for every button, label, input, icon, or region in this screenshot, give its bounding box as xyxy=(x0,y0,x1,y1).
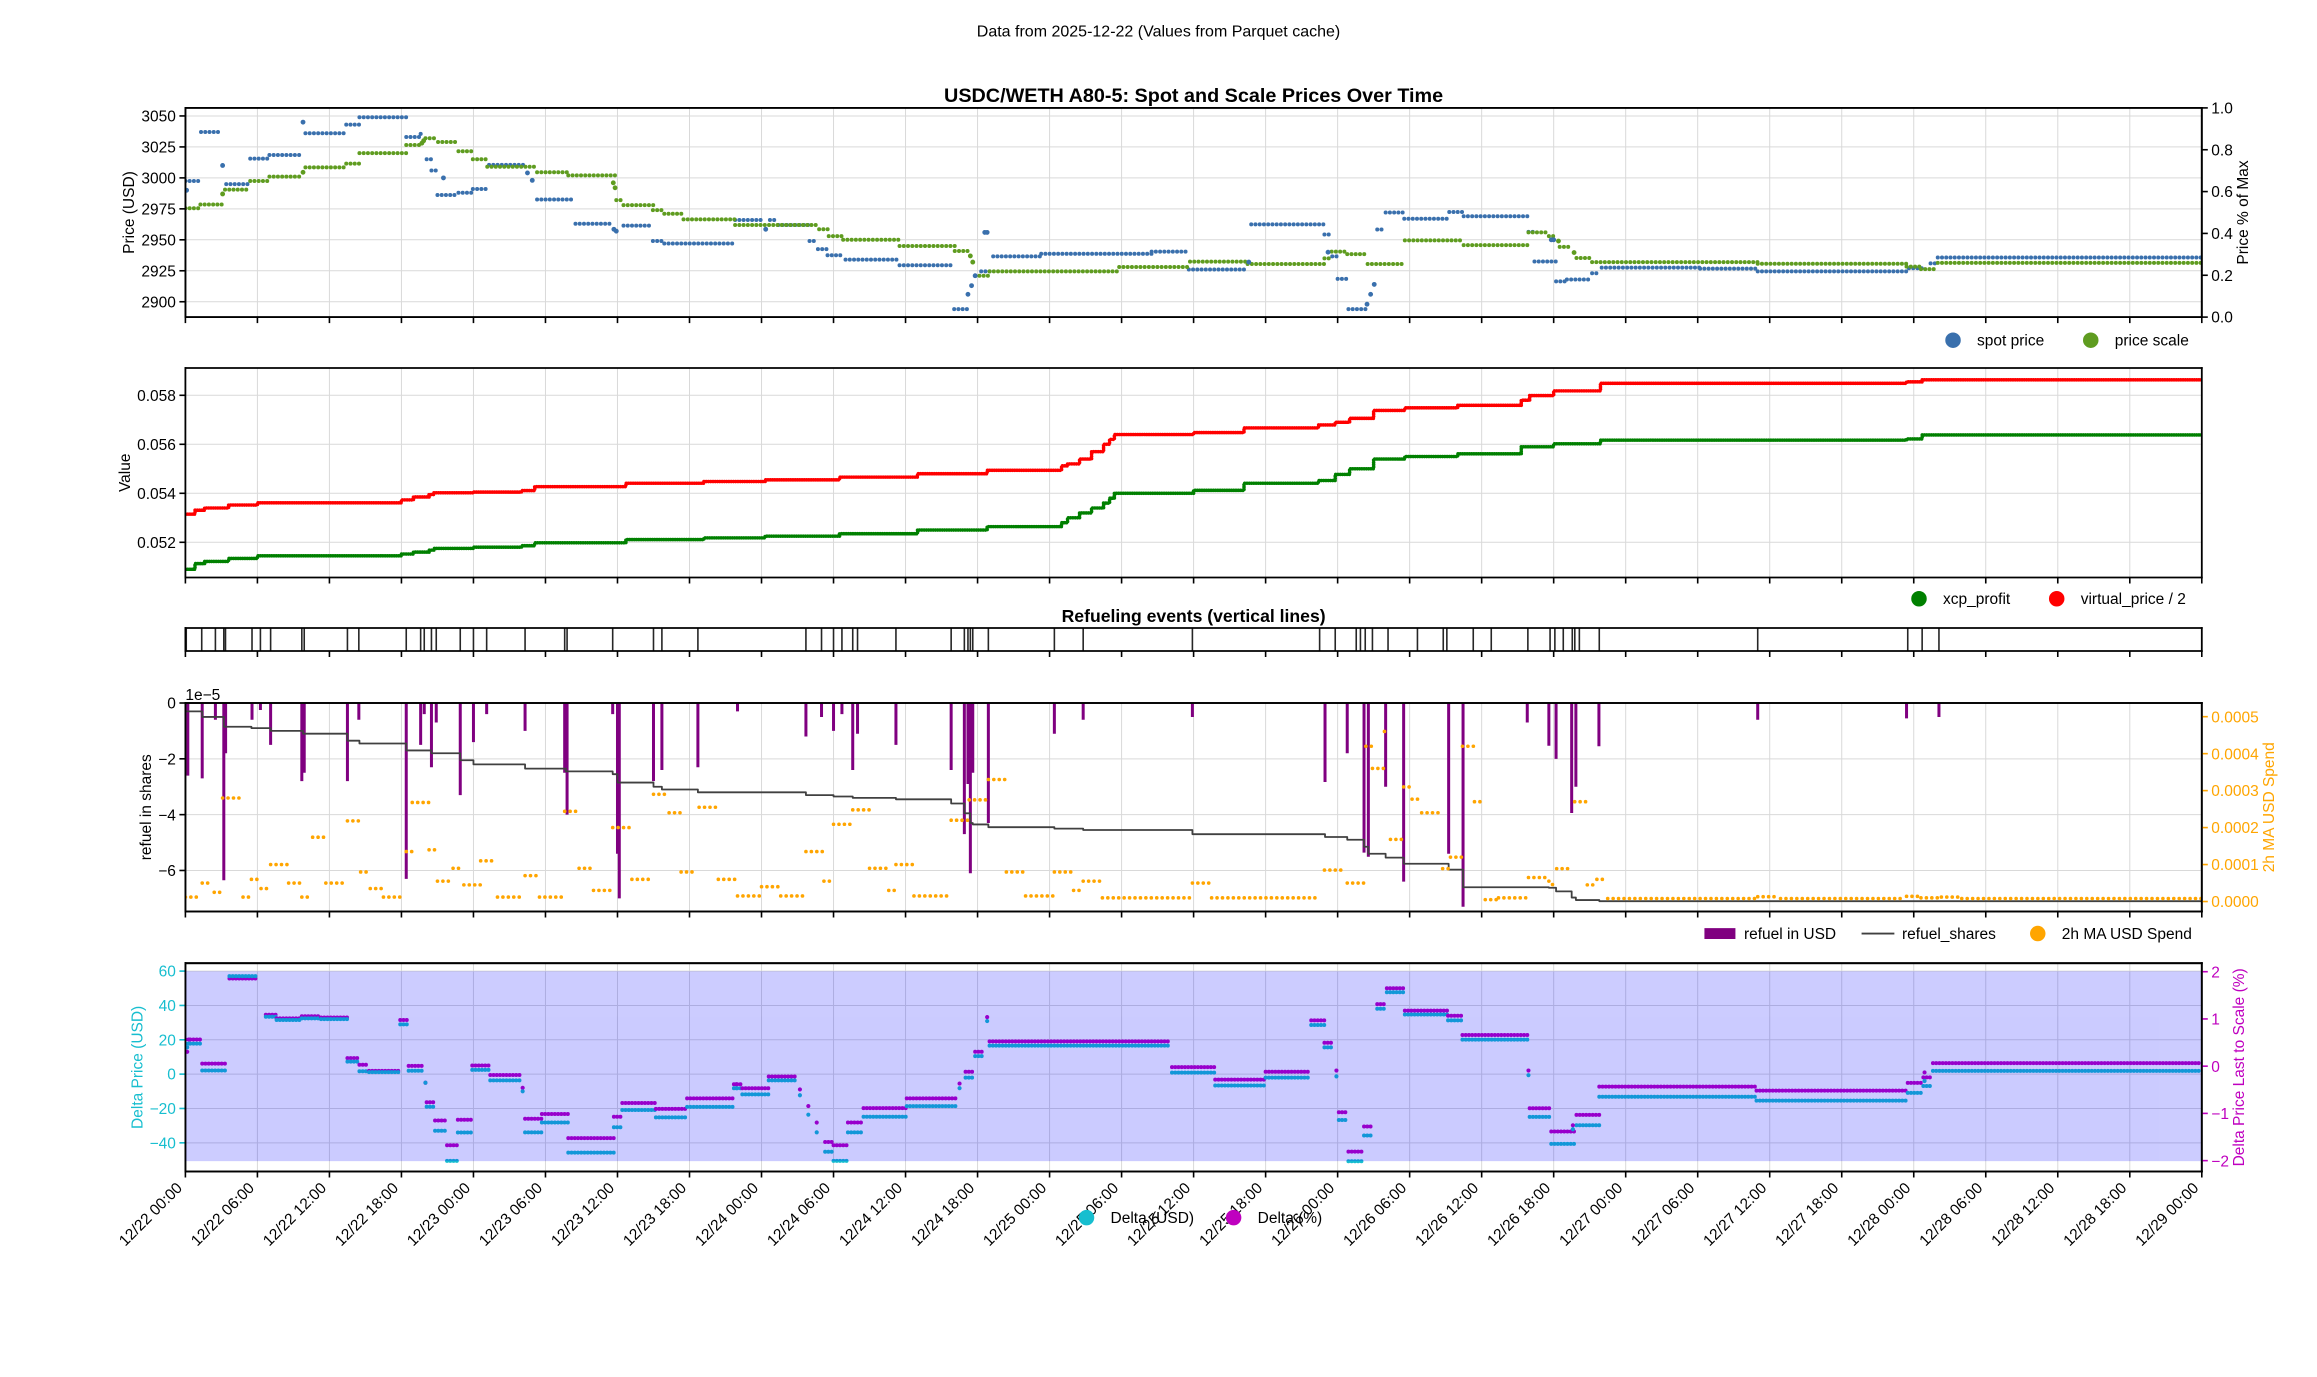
svg-text:−4: −4 xyxy=(158,807,176,824)
svg-text:0: 0 xyxy=(167,1067,176,1084)
svg-text:2: 2 xyxy=(2211,964,2220,981)
svg-text:Data from 2025-12-22 (Values f: Data from 2025-12-22 (Values from Parque… xyxy=(977,24,1340,41)
svg-text:0.4: 0.4 xyxy=(2211,226,2233,243)
svg-text:spot price: spot price xyxy=(1977,333,2044,350)
svg-text:1e−5: 1e−5 xyxy=(185,687,220,704)
svg-text:3050: 3050 xyxy=(141,109,176,126)
svg-text:0: 0 xyxy=(167,696,176,713)
svg-text:refuel_shares: refuel_shares xyxy=(1902,926,1996,943)
svg-text:0.054: 0.054 xyxy=(137,486,176,503)
svg-text:0.6: 0.6 xyxy=(2211,184,2233,201)
svg-text:3000: 3000 xyxy=(141,170,176,187)
svg-text:Delta Price Last to Scale (%): Delta Price Last to Scale (%) xyxy=(2231,968,2248,1166)
svg-text:USDC/WETH A80-5: Spot and Scal: USDC/WETH A80-5: Spot and Scale Prices O… xyxy=(944,85,1443,107)
svg-text:2950: 2950 xyxy=(141,232,176,249)
svg-text:virtual_price / 2: virtual_price / 2 xyxy=(2081,591,2186,608)
svg-text:Delta (%): Delta (%) xyxy=(1258,1210,1323,1227)
svg-text:−1: −1 xyxy=(2211,1106,2229,1123)
svg-text:2900: 2900 xyxy=(141,294,176,311)
svg-text:0.058: 0.058 xyxy=(137,388,176,405)
svg-text:2h MA USD Spend: 2h MA USD Spend xyxy=(2261,742,2278,872)
svg-text:Refueling events (vertical lin: Refueling events (vertical lines) xyxy=(1062,606,1326,626)
svg-text:2h MA USD Spend: 2h MA USD Spend xyxy=(2062,926,2192,943)
svg-text:−6: −6 xyxy=(158,863,176,880)
svg-text:refuel in shares: refuel in shares xyxy=(138,754,155,860)
svg-text:Price % of Max: Price % of Max xyxy=(2235,160,2252,264)
svg-text:−40: −40 xyxy=(150,1135,177,1152)
svg-text:Delta (USD): Delta (USD) xyxy=(1111,1210,1195,1227)
svg-text:0: 0 xyxy=(2211,1059,2220,1076)
svg-text:20: 20 xyxy=(159,1032,177,1049)
svg-text:price scale: price scale xyxy=(2115,333,2189,350)
svg-text:Value: Value xyxy=(117,454,134,493)
svg-text:60: 60 xyxy=(159,964,177,981)
svg-text:0.056: 0.056 xyxy=(137,437,176,454)
svg-text:1.0: 1.0 xyxy=(2211,101,2233,118)
svg-text:0.0004: 0.0004 xyxy=(2211,746,2259,763)
svg-text:1: 1 xyxy=(2211,1012,2220,1029)
svg-text:0.0: 0.0 xyxy=(2211,310,2233,327)
svg-text:0.0003: 0.0003 xyxy=(2211,783,2258,800)
svg-text:Price (USD): Price (USD) xyxy=(121,171,138,254)
svg-text:Delta Price (USD): Delta Price (USD) xyxy=(129,1006,146,1129)
svg-text:−20: −20 xyxy=(150,1101,177,1118)
svg-text:2925: 2925 xyxy=(141,263,175,280)
svg-text:0.052: 0.052 xyxy=(137,535,176,552)
svg-text:40: 40 xyxy=(159,998,177,1015)
svg-text:refuel in USD: refuel in USD xyxy=(1744,926,1836,943)
svg-text:0.0002: 0.0002 xyxy=(2211,820,2258,837)
svg-text:−2: −2 xyxy=(2211,1153,2229,1170)
svg-text:0.0005: 0.0005 xyxy=(2211,709,2258,726)
svg-text:−2: −2 xyxy=(158,751,176,768)
svg-text:3025: 3025 xyxy=(141,140,175,157)
svg-text:0.0000: 0.0000 xyxy=(2211,894,2259,911)
svg-text:0.0001: 0.0001 xyxy=(2211,857,2258,874)
svg-text:2975: 2975 xyxy=(141,201,175,218)
svg-text:0.2: 0.2 xyxy=(2211,268,2233,285)
svg-text:xcp_profit: xcp_profit xyxy=(1943,591,2011,608)
svg-text:0.8: 0.8 xyxy=(2211,142,2233,159)
